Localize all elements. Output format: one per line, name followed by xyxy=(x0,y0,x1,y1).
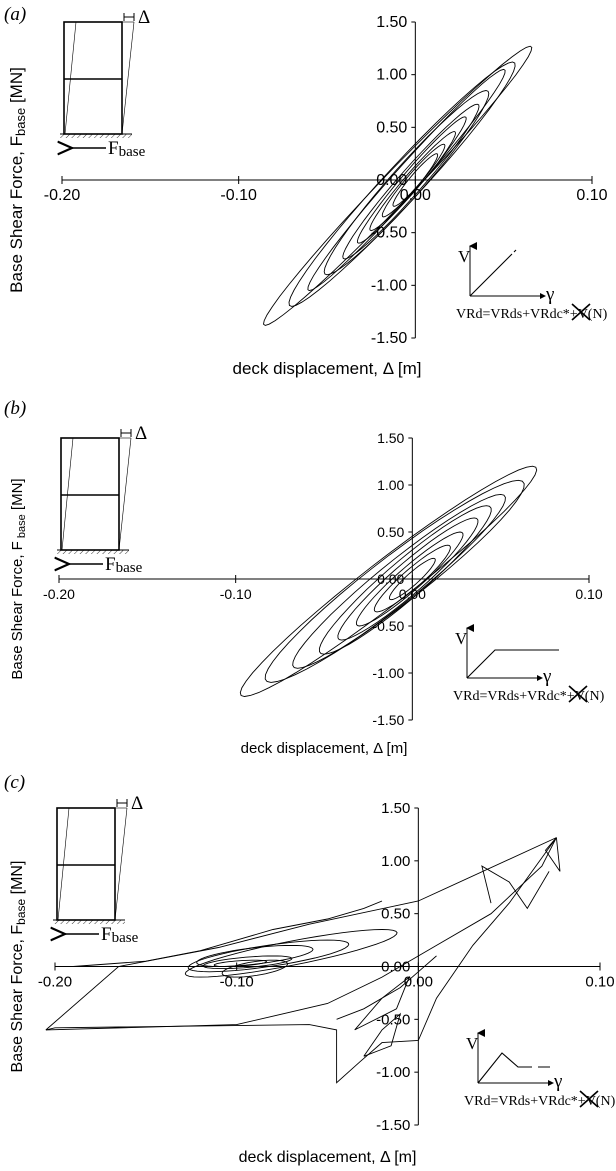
backbone-inset: Vγ VRd=VRds+VRdc*+V(N) xyxy=(453,624,605,704)
displacement-label: Δ xyxy=(131,793,143,814)
y-tick-label: 0.50 xyxy=(381,906,410,923)
hysteresis-loop xyxy=(373,544,451,613)
hysteresis-loop xyxy=(213,959,267,967)
hysteresis-path xyxy=(336,955,437,1020)
hysteresis-path xyxy=(354,975,411,1031)
y-tick-label: -1.00 xyxy=(372,665,404,681)
backbone-curve xyxy=(477,1052,550,1084)
capacity-equation: VRd=VRds+VRdc*+V(N) xyxy=(453,689,605,704)
y-tick-label: 0.50 xyxy=(377,524,404,540)
panel-label: (c) xyxy=(4,772,25,793)
hysteresis-loop xyxy=(263,45,533,326)
inset-v-label: V xyxy=(466,1034,479,1053)
hysteresis-loop xyxy=(307,68,506,292)
chart-panel-3: (c)-0.20 -0.10 0.00 0.101.501.000.500.00-0.… xyxy=(4,772,616,1166)
backbone-inset: Vγ VRd=VRds+VRdc*+V(N) xyxy=(456,242,608,322)
hysteresis-path xyxy=(45,837,557,1031)
base-force-label: Fbase xyxy=(101,924,139,946)
x-axis-label: deck displacement, Δ [m] xyxy=(233,359,422,378)
capacity-equation: VRd=VRds+VRdc*+V(N) xyxy=(464,1094,616,1109)
base-force-label: Fbase xyxy=(108,138,146,160)
y-tick-label: -0.50 xyxy=(371,225,408,242)
y-axis-label: Base Shear Force, Fbase [MN] xyxy=(7,67,28,293)
hysteresis-loop xyxy=(202,955,293,970)
hysteresis-loop xyxy=(187,939,350,973)
hysteresis-loop xyxy=(221,959,288,978)
y-tick-label: 1.00 xyxy=(376,67,407,84)
x-tick-label: -0.20 xyxy=(43,586,75,602)
chart-panel-1: (a)-0.20 -0.10 0.00 0.101.501.000.500.00-0.… xyxy=(4,4,608,378)
y-tick-label: 0.00 xyxy=(381,959,410,976)
y-tick-label: -1.00 xyxy=(376,1064,410,1081)
y-tick-label: -1.00 xyxy=(371,277,408,294)
inset-gamma-label: γ xyxy=(553,1071,562,1092)
inset-v-label: V xyxy=(455,629,468,648)
hysteresis-loop xyxy=(323,90,490,276)
x-tick-label: -0.10 xyxy=(220,187,257,204)
x-tick-label: 0.10 xyxy=(576,187,607,204)
y-tick-label: 1.00 xyxy=(377,477,404,493)
hysteresis-path xyxy=(544,837,561,872)
backbone-curve xyxy=(466,649,559,679)
inset-v-label: V xyxy=(458,247,471,266)
displacement-label: Δ xyxy=(135,423,147,444)
y-tick-label: -1.50 xyxy=(371,330,408,347)
frame-sketch: Δ Fbase xyxy=(60,7,150,160)
hysteresis-loop xyxy=(196,944,314,967)
hysteresis-loop xyxy=(369,131,456,232)
frame-sketch: Δ Fbase xyxy=(57,423,147,576)
y-tick-label: 1.50 xyxy=(377,430,404,446)
x-axis-label: deck displacement, Δ [m] xyxy=(241,740,408,757)
x-tick-label: -0.20 xyxy=(38,974,72,991)
chart-panel-2: (b)-0.20 -0.10 0.00 0.101.501.000.500.00-0.… xyxy=(4,398,605,757)
hysteresis-series xyxy=(45,837,561,1084)
base-force-label: Fbase xyxy=(105,554,143,576)
hysteresis-series xyxy=(263,45,533,326)
hysteresis-path xyxy=(73,900,383,967)
hysteresis-path xyxy=(45,837,557,1031)
capacity-equation: VRd=VRds+VRdc*+V(N) xyxy=(456,307,608,322)
hysteresis-loop xyxy=(184,929,398,978)
y-tick-label: 1.50 xyxy=(381,800,410,817)
inset-gamma-label: γ xyxy=(542,666,551,687)
x-tick-label: -0.20 xyxy=(44,187,81,204)
y-axis-label: Base Shear Force, F base [MN] xyxy=(9,478,28,679)
y-tick-label: -1.50 xyxy=(376,1117,410,1134)
backbone-inset: Vγ VRd=VRds+VRdc*+V(N) xyxy=(464,1029,616,1109)
hysteresis-loop xyxy=(381,143,446,218)
y-tick-label: 0.50 xyxy=(376,119,407,136)
displacement-label: Δ xyxy=(138,7,150,28)
hysteresis-loop xyxy=(355,531,464,627)
panel-label: (a) xyxy=(4,4,26,25)
y-tick-label: 1.50 xyxy=(376,14,407,31)
hysteresis-loop xyxy=(292,493,506,669)
x-tick-label: 0.10 xyxy=(575,586,602,602)
hysteresis-path xyxy=(363,1012,402,1057)
backbone-curve xyxy=(469,249,517,297)
hysteresis-loop xyxy=(337,517,479,641)
x-axis-label: deck displacement, Δ [m] xyxy=(239,1149,417,1166)
hysteresis-path xyxy=(481,865,550,910)
x-tick-label: 0.00 xyxy=(400,187,431,204)
frame-sketch: Δ Fbase xyxy=(53,793,143,946)
y-tick-label: -1.50 xyxy=(372,712,404,728)
hysteresis-loop xyxy=(388,557,436,601)
hysteresis-series xyxy=(239,465,538,697)
hysteresis-loop xyxy=(392,153,439,207)
panel-label: (b) xyxy=(4,398,26,419)
x-tick-label: -0.10 xyxy=(220,974,254,991)
y-axis-label: Base Shear Force, Fbase [MN] xyxy=(9,861,28,1073)
y-tick-label: 1.00 xyxy=(381,853,410,870)
inset-gamma-label: γ xyxy=(545,284,554,305)
x-tick-label: -0.10 xyxy=(220,586,252,602)
x-tick-label: 0.10 xyxy=(585,974,614,991)
hysteresis-path xyxy=(45,837,557,1084)
y-tick-label: 0.00 xyxy=(377,571,404,587)
hysteresis-loop xyxy=(342,103,480,260)
hysteresis-loop xyxy=(318,505,492,655)
x-tick-label: 0.00 xyxy=(404,974,433,991)
